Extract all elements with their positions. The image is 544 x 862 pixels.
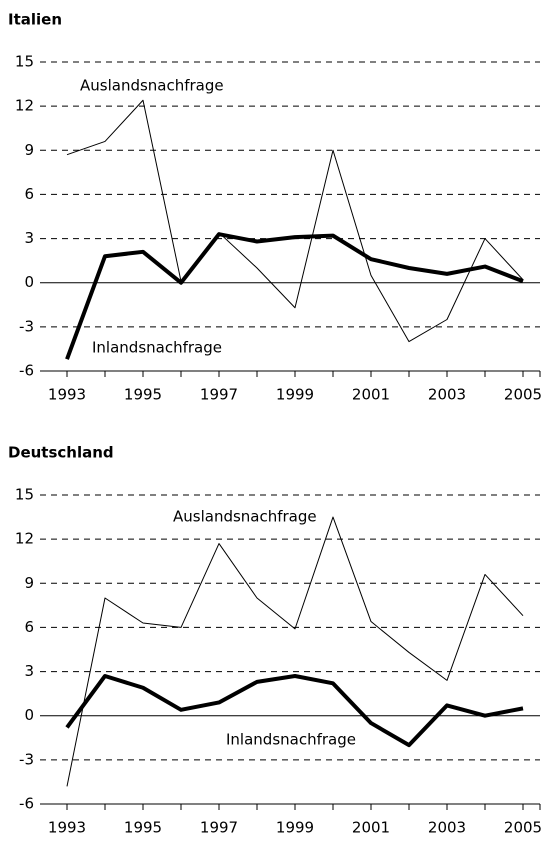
x-tick-label: 1999 <box>276 819 314 837</box>
y-tick-label: 3 <box>24 662 34 680</box>
x-tick-label: 1995 <box>124 819 162 837</box>
line-series <box>66 99 524 343</box>
y-tick-label: -6 <box>19 362 34 380</box>
y-tick-label: 9 <box>24 141 34 159</box>
y-tick-label: 6 <box>24 185 34 203</box>
y-tick-label: 9 <box>24 574 34 592</box>
chart-title: Deutschland <box>8 444 114 462</box>
x-tick-label: 2005 <box>504 819 542 837</box>
x-tick-label: 2001 <box>352 386 390 404</box>
series-label: Inlandsnachfrage <box>226 731 356 749</box>
series-label: Auslandsnachfrage <box>173 508 317 526</box>
y-tick-label: 3 <box>24 229 34 247</box>
x-tick-label: 1993 <box>48 386 86 404</box>
x-tick-label: 2005 <box>504 386 542 404</box>
y-tick-label: 12 <box>15 530 34 548</box>
line-series <box>66 516 524 787</box>
y-tick-label: 15 <box>15 53 34 71</box>
y-tick-label: -3 <box>19 317 34 335</box>
y-tick-label: -6 <box>19 795 34 813</box>
line-series <box>65 673 524 748</box>
x-tick-label: 2003 <box>428 819 466 837</box>
x-tick-label: 1995 <box>124 386 162 404</box>
y-tick-label: -3 <box>19 750 34 768</box>
x-tick-label: 2003 <box>428 386 466 404</box>
chart-title: Italien <box>8 11 62 29</box>
x-tick-label: 2001 <box>352 819 390 837</box>
y-tick-label: 15 <box>15 486 34 504</box>
x-tick-label: 1997 <box>200 386 238 404</box>
y-tick-label: 6 <box>24 618 34 636</box>
y-tick-label: 0 <box>24 273 34 291</box>
y-tick-label: 12 <box>15 97 34 115</box>
y-tick-label: 0 <box>24 706 34 724</box>
x-tick-label: 1997 <box>200 819 238 837</box>
x-tick-label: 1993 <box>48 819 86 837</box>
line-series <box>65 232 524 360</box>
series-label: Inlandsnachfrage <box>92 339 222 357</box>
x-tick-label: 1999 <box>276 386 314 404</box>
series-label: Auslandsnachfrage <box>80 77 224 95</box>
